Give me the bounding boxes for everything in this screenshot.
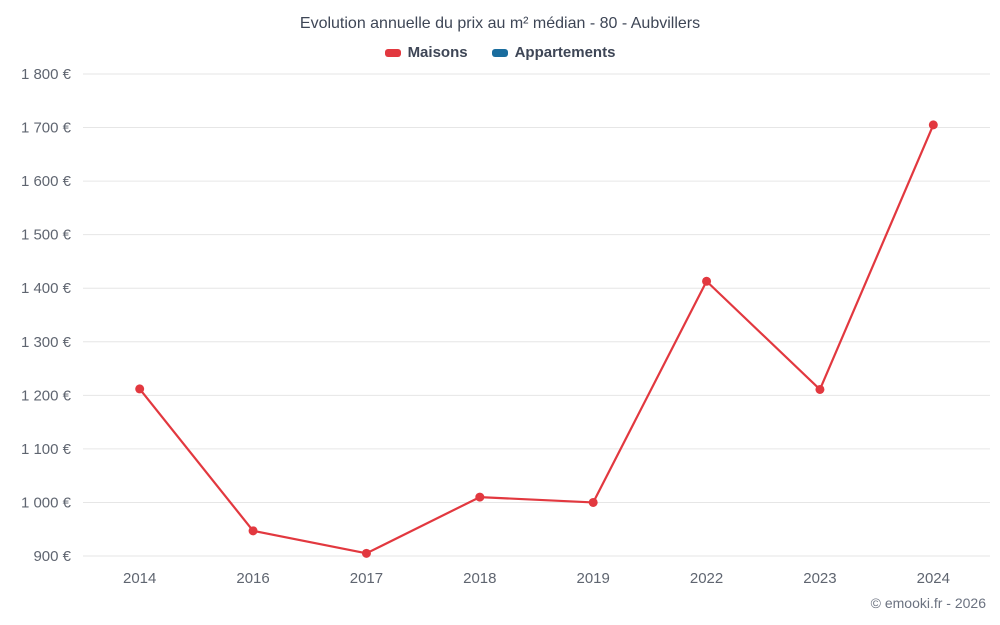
y-axis-label: 1 000 € [21,494,72,511]
x-axis-label: 2016 [236,570,269,587]
legend: Maisons Appartements [0,44,1000,61]
legend-item-appartements[interactable]: Appartements [491,44,616,61]
x-axis-label: 2022 [690,570,723,587]
series-line-maisons [138,124,935,555]
y-axis-label: 1 700 € [21,120,72,137]
x-axis-label: 2019 [577,570,610,587]
legend-label: Maisons [407,44,468,61]
legend-item-maisons[interactable]: Maisons [384,44,468,61]
y-axis-label: 1 800 € [21,66,72,83]
copyright-credit: © emooki.fr - 2026 [870,595,986,611]
data-point[interactable] [928,120,938,130]
x-axis-label: 2024 [917,570,950,587]
x-axis-label: 2017 [350,570,383,587]
y-axis-label: 1 200 € [21,387,72,404]
data-point[interactable] [248,526,258,536]
data-point[interactable] [475,492,485,502]
y-axis-label: 1 100 € [21,441,72,458]
legend-marker [491,48,508,57]
data-point[interactable] [815,384,825,394]
data-point[interactable] [135,384,145,394]
data-point[interactable] [702,276,712,286]
y-axis-label: 1 600 € [21,173,72,190]
x-axis-label: 2018 [463,570,496,587]
y-axis-label: 1 400 € [21,280,72,297]
y-axis-label: 1 500 € [21,227,72,244]
legend-label: Appartements [514,44,616,61]
data-point[interactable] [361,548,371,558]
legend-marker [384,48,401,57]
chart-title: Evolution annuelle du prix au m² médian … [299,15,701,32]
x-axis-label: 2014 [123,570,156,587]
y-axis-label: 1 300 € [21,334,72,351]
x-axis-label: 2023 [803,570,836,587]
data-point[interactable] [588,497,598,507]
y-axis-label: 900 € [33,548,71,565]
